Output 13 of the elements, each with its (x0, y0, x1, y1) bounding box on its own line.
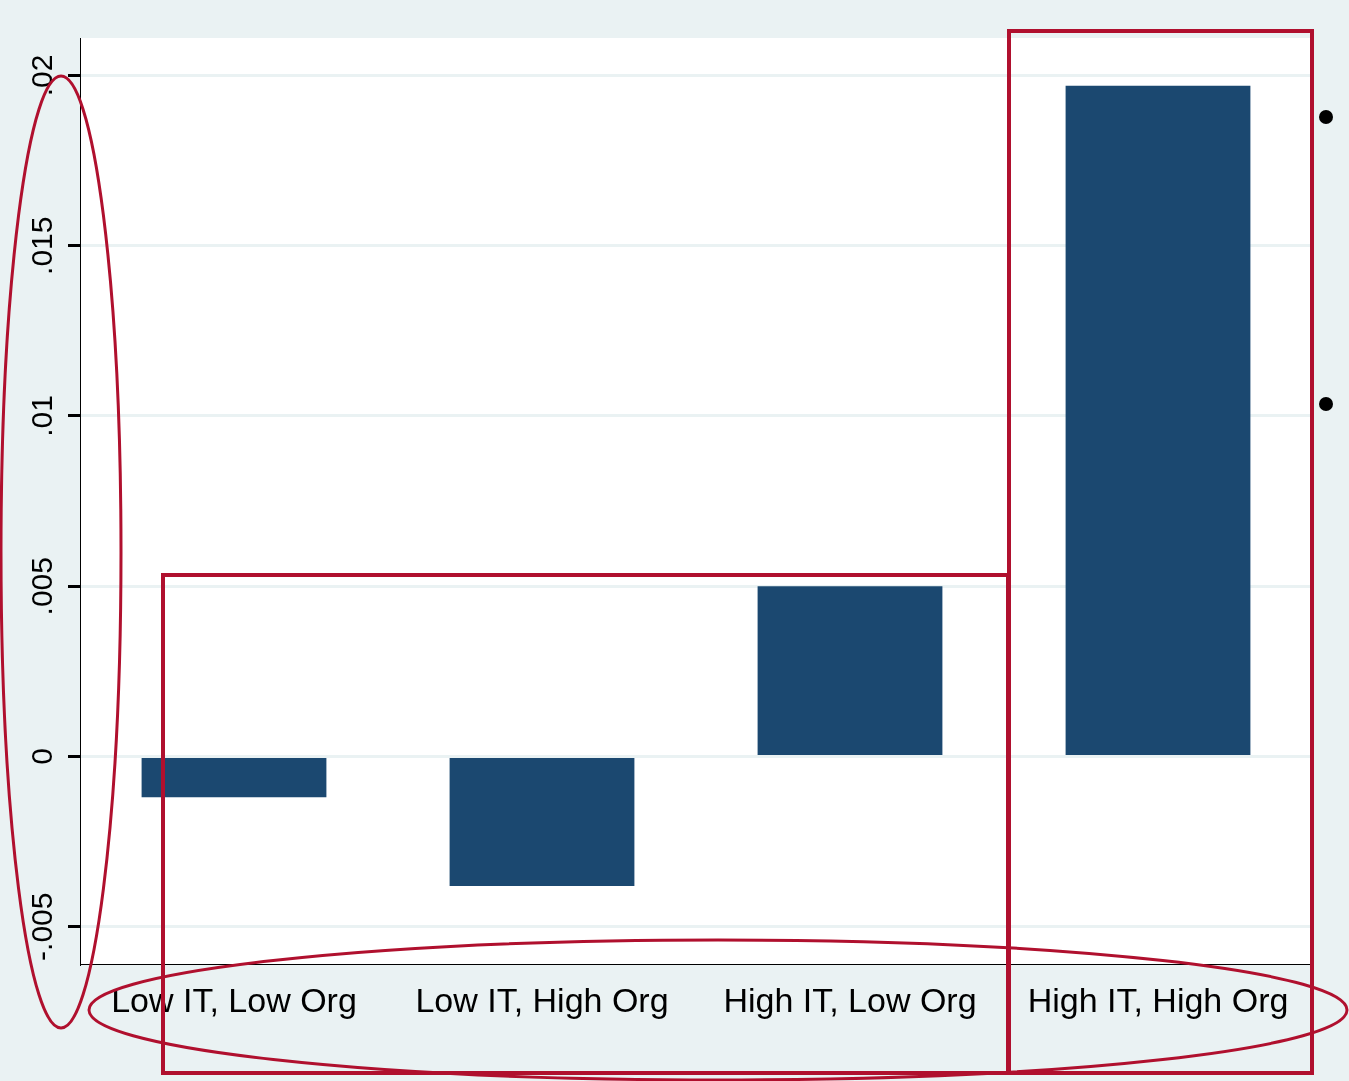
x-tick-label: High IT, High Org (1027, 980, 1289, 1019)
x-tick-label: High IT, Low Org (723, 980, 977, 1019)
x-tick-label: Low IT, High Org (415, 980, 669, 1019)
y-tick-label: 0 (25, 748, 59, 765)
y-tick-label: .01 (25, 395, 59, 437)
bar (757, 586, 943, 755)
bar (141, 757, 327, 798)
y-tick-label: .005 (25, 557, 59, 616)
y-tick-label: -.005 (25, 892, 59, 961)
bar (1065, 85, 1251, 755)
y-tick-label: .02 (25, 54, 59, 97)
y-tick-label: .015 (25, 216, 59, 275)
bar (449, 757, 635, 886)
